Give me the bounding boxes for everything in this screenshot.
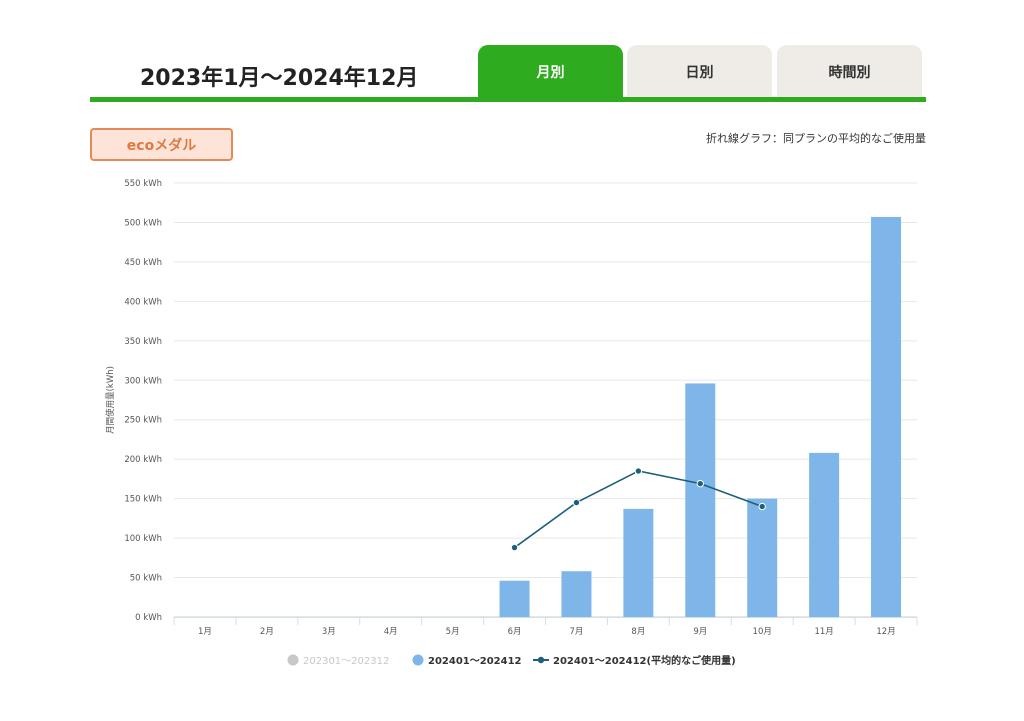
- x-tick-label: 8月: [631, 627, 645, 637]
- x-tick-label: 6月: [508, 627, 522, 637]
- bar-series: [499, 216, 902, 617]
- bar-2024: [623, 508, 654, 617]
- legend-marker-line-point: [537, 656, 545, 664]
- legend-marker-2023: [287, 654, 299, 666]
- x-tick-label: 10月: [753, 627, 772, 637]
- average-line-series: [510, 467, 766, 552]
- average-line-point: [572, 498, 581, 507]
- x-tick-label: 4月: [384, 627, 398, 637]
- bar-2024: [561, 571, 592, 617]
- y-tick-label: 500 kWh: [124, 218, 162, 228]
- y-tick-label: 200 kWh: [124, 455, 162, 465]
- period-header: 2023年1月〜2024年12月 月別 日別 時間別: [90, 40, 926, 104]
- bar-2024: [871, 216, 902, 617]
- tab-monthly[interactable]: 月別: [478, 45, 623, 98]
- chart-legend: 202301〜202312 202401〜202412 202401〜202412(…: [287, 654, 736, 667]
- y-tick-label: 400 kWh: [124, 297, 162, 307]
- y-tick-label: 350 kWh: [124, 337, 162, 347]
- legend-label-2023: 202301〜202312: [303, 656, 389, 667]
- line-graph-note: 折れ線グラフ：同プランの平均的なご使用量: [706, 132, 926, 145]
- bar-2024: [747, 498, 778, 617]
- legend-label-2024: 202401〜202412: [428, 656, 522, 667]
- x-tick-label: 2月: [260, 627, 274, 637]
- x-tick-label: 7月: [569, 627, 583, 637]
- average-line-point: [634, 467, 643, 475]
- chart-grid: [174, 182, 917, 618]
- eco-medal-button[interactable]: ecoメダル: [90, 128, 233, 161]
- period-title: 2023年1月〜2024年12月: [140, 66, 419, 91]
- tab-daily[interactable]: 日別: [627, 45, 772, 98]
- average-line-point: [510, 543, 519, 552]
- x-tick-label: 5月: [446, 627, 460, 637]
- y-tick-label: 300 kWh: [124, 376, 162, 386]
- legend-label-average: 202401〜202412(平均的なご使用量): [553, 654, 736, 667]
- bar-2024: [685, 383, 716, 617]
- y-axis-label: 月間使用量(kWh): [105, 366, 116, 434]
- bar-2024: [809, 452, 840, 617]
- bar-2024: [499, 580, 530, 617]
- y-tick-label: 250 kWh: [124, 416, 162, 426]
- y-axis-ticks: 0 kWh 50 kWh 100 kWh 150 kWh 200 kWh 250 kWh 3…: [124, 179, 162, 623]
- y-tick-label: 100 kWh: [124, 534, 162, 544]
- y-tick-label: 550 kWh: [124, 179, 162, 189]
- x-tick-label: 1月: [198, 627, 212, 637]
- x-tick-label: 11月: [814, 627, 833, 637]
- header-divider: [90, 97, 926, 102]
- y-tick-label: 50 kWh: [130, 574, 162, 584]
- y-tick-label: 150 kWh: [124, 495, 162, 505]
- y-tick-label: 450 kWh: [124, 258, 162, 268]
- tab-hourly[interactable]: 時間別: [777, 45, 922, 98]
- x-axis: 1月 2月 3月 4月 5月 6月 7月 8月 9月 10月 11月 12月: [173, 617, 918, 637]
- average-line-point: [758, 502, 766, 511]
- average-line-point: [696, 479, 704, 488]
- legend-marker-2024: [412, 654, 424, 666]
- x-tick-label: 12月: [876, 627, 895, 637]
- y-tick-label: 0 kWh: [135, 613, 162, 623]
- x-tick-label: 9月: [693, 627, 707, 637]
- x-tick-label: 3月: [322, 627, 336, 637]
